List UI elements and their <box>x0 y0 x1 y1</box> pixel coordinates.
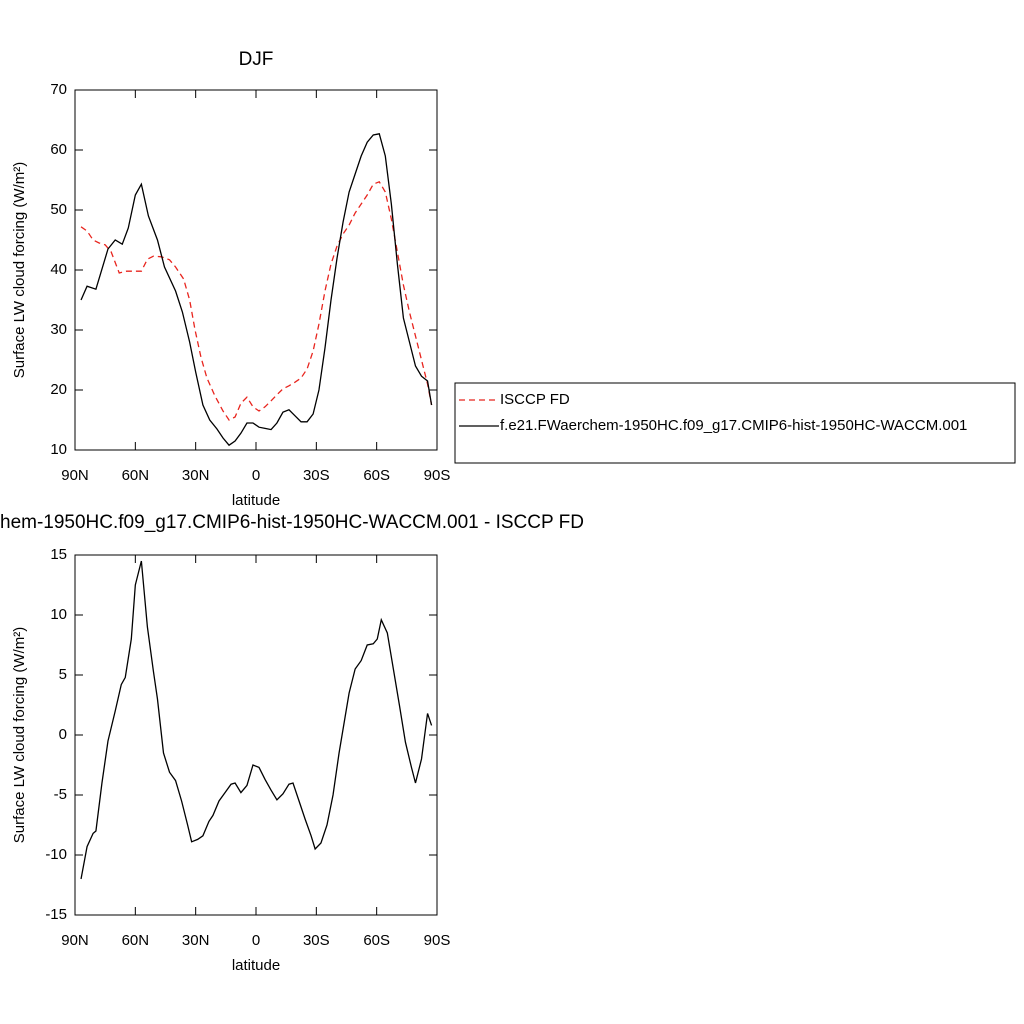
x-axis-label: latitude <box>232 957 280 974</box>
x-tick-label: 90S <box>424 932 451 949</box>
legend-label: f.e21.FWaerchem-1950HC.f09_g17.CMIP6-his… <box>500 417 967 434</box>
y-axis-label: Surface LW cloud forcing (W/m²) <box>11 162 28 378</box>
x-tick-label: 30N <box>182 467 210 484</box>
y-tick-label: -5 <box>54 786 67 803</box>
legend-label: ISCCP FD <box>500 391 570 408</box>
chart-title: DJF <box>239 49 274 70</box>
x-tick-label: 60N <box>122 932 150 949</box>
y-tick-label: 70 <box>50 81 67 98</box>
x-tick-label: 60N <box>122 467 150 484</box>
x-axis-label: latitude <box>232 492 280 509</box>
y-tick-label: 60 <box>50 141 67 158</box>
x-tick-label: 0 <box>252 467 260 484</box>
x-tick-label: 90N <box>61 932 89 949</box>
y-tick-label: 10 <box>50 606 67 623</box>
y-tick-label: 15 <box>50 546 67 563</box>
y-tick-label: 50 <box>50 201 67 218</box>
x-tick-label: 30S <box>303 467 330 484</box>
chart-title: hem-1950HC.f09_g17.CMIP6-hist-1950HC-WAC… <box>0 512 584 533</box>
y-tick-label: 10 <box>50 441 67 458</box>
y-tick-label: -10 <box>45 846 67 863</box>
data-line <box>80 560 433 880</box>
x-tick-label: 90S <box>424 467 451 484</box>
y-tick-label: 40 <box>50 261 67 278</box>
y-tick-label: -15 <box>45 906 67 923</box>
x-tick-label: 60S <box>363 932 390 949</box>
data-line <box>80 133 433 447</box>
x-tick-label: 30S <box>303 932 330 949</box>
legend-box <box>454 382 1016 464</box>
plot-frame <box>74 554 438 916</box>
x-tick-label: 0 <box>252 932 260 949</box>
y-tick-label: 20 <box>50 381 67 398</box>
x-tick-label: 30N <box>182 932 210 949</box>
x-tick-label: 90N <box>61 467 89 484</box>
data-line <box>80 180 433 421</box>
y-tick-label: 5 <box>59 666 67 683</box>
y-tick-label: 30 <box>50 321 67 338</box>
y-axis-label: Surface LW cloud forcing (W/m²) <box>11 627 28 843</box>
x-tick-label: 60S <box>363 467 390 484</box>
y-tick-label: 0 <box>59 726 67 743</box>
